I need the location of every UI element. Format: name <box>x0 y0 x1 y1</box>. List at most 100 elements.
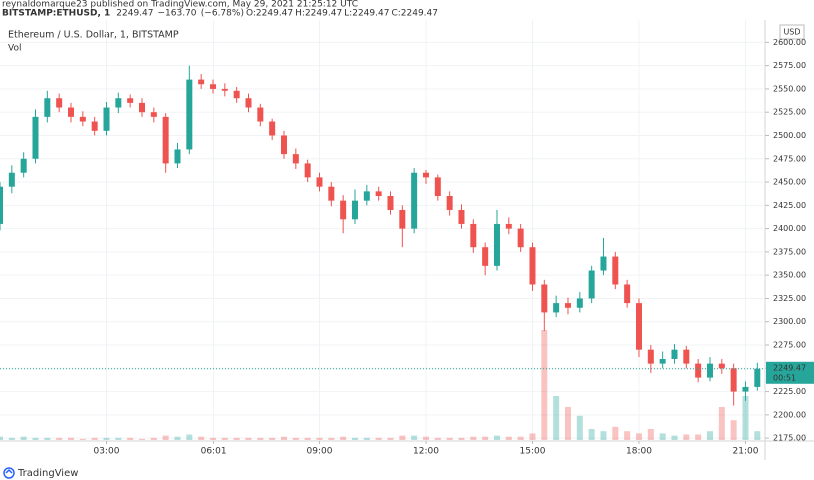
candle-body <box>541 284 548 313</box>
volume-bar <box>659 433 666 440</box>
volume-bar <box>280 436 287 440</box>
y-tick-label: 2575.00 <box>773 61 806 70</box>
y-tick-label: 2475.00 <box>773 154 806 163</box>
header-change-pct: (−6.78%) <box>201 9 244 19</box>
y-tick-label: 2525.00 <box>773 108 806 117</box>
header-price: 2249.47 <box>116 9 153 19</box>
volume-bar <box>624 431 631 440</box>
candle-body <box>0 186 3 224</box>
candle-body <box>411 172 418 229</box>
y-tick-label: 2450.00 <box>773 178 806 187</box>
candle-body <box>647 349 654 364</box>
volume-bar <box>269 437 276 440</box>
candle-body <box>280 135 287 155</box>
candle-body <box>600 256 607 271</box>
volume-bar <box>600 431 607 440</box>
volume-bar <box>411 435 418 440</box>
volume-bar <box>517 436 524 440</box>
candle-body <box>150 112 157 117</box>
volume-bar <box>174 436 181 440</box>
candle-body <box>446 196 453 210</box>
candle-body <box>588 270 595 299</box>
volume-bar <box>399 435 406 440</box>
volume-bar <box>67 437 74 440</box>
candle-body <box>624 284 631 304</box>
candle-body <box>635 303 642 350</box>
volume-bar <box>316 437 323 440</box>
y-tick-label: 2500.00 <box>773 131 806 140</box>
volume-bar <box>482 436 489 440</box>
candle-body <box>659 358 666 364</box>
volume-bar <box>20 436 27 440</box>
candle-body <box>399 209 406 229</box>
y-tick-label: 2225.00 <box>773 387 806 396</box>
volume-bar <box>328 437 335 440</box>
volume-bar <box>340 436 347 440</box>
candle-body <box>257 107 264 122</box>
candle-body <box>20 158 27 173</box>
volume-bar <box>304 437 311 440</box>
candle-body <box>493 223 500 266</box>
candle-body <box>375 191 382 197</box>
candle-body <box>127 98 134 103</box>
y-tick-label: 2600.00 <box>773 38 806 47</box>
volume-bar <box>541 330 548 440</box>
volume-bar <box>635 433 642 440</box>
candle-body <box>44 98 51 117</box>
volume-bar <box>162 435 169 440</box>
candle-body <box>32 116 39 159</box>
candle-body <box>67 107 74 117</box>
volume-bar <box>458 437 465 440</box>
candle-body <box>695 363 702 378</box>
candle-body <box>233 90 240 99</box>
brand-logo <box>3 467 15 479</box>
candle-body <box>186 79 193 150</box>
volume-bar <box>387 437 394 440</box>
candle-body <box>482 247 489 266</box>
volume-bar <box>8 437 15 440</box>
volume-bar <box>32 437 39 440</box>
volume-label: Vol <box>8 44 21 54</box>
volume-bar <box>115 437 122 440</box>
volume-bar <box>150 437 157 440</box>
candle-body <box>671 349 678 359</box>
y-tick-label: 2275.00 <box>773 341 806 350</box>
candle-body <box>91 121 98 131</box>
volume-bar <box>257 437 264 440</box>
y-tick-label: 2325.00 <box>773 294 806 303</box>
candle-body <box>269 121 276 136</box>
candle-body <box>718 363 725 369</box>
candle-body <box>363 191 370 201</box>
x-tick-label: 18:00 <box>626 447 652 457</box>
brand: TradingView <box>17 468 78 479</box>
currency-box[interactable] <box>779 24 805 40</box>
volume-bar <box>44 437 51 440</box>
ohlc-value: 2249.47 <box>352 9 389 19</box>
candle-body <box>434 177 441 197</box>
ohlc-label: O: <box>246 9 256 19</box>
volume-bar <box>683 434 690 440</box>
candle-body <box>422 172 429 178</box>
volume-bar <box>186 434 193 440</box>
volume-bar <box>127 437 134 440</box>
candle-body <box>138 102 145 113</box>
candle-body <box>103 107 110 131</box>
volume-bar <box>695 434 702 440</box>
candle-body <box>56 98 63 108</box>
volume-bar <box>446 437 453 440</box>
candle-body <box>340 200 347 220</box>
y-tick-label: 2375.00 <box>773 247 806 256</box>
y-tick-label: 2425.00 <box>773 201 806 210</box>
volume-bar <box>0 436 3 440</box>
candle-body <box>553 303 560 313</box>
ohlc-label: H: <box>295 9 305 19</box>
volume-bar <box>434 437 441 440</box>
candle-body <box>612 256 619 285</box>
volume-bar <box>671 435 678 440</box>
last-price-label: 2249.47 <box>773 363 806 372</box>
volume-bar <box>564 407 571 440</box>
volume-bar <box>742 396 749 440</box>
volume-bar <box>718 407 725 440</box>
volume-bar <box>351 437 358 440</box>
